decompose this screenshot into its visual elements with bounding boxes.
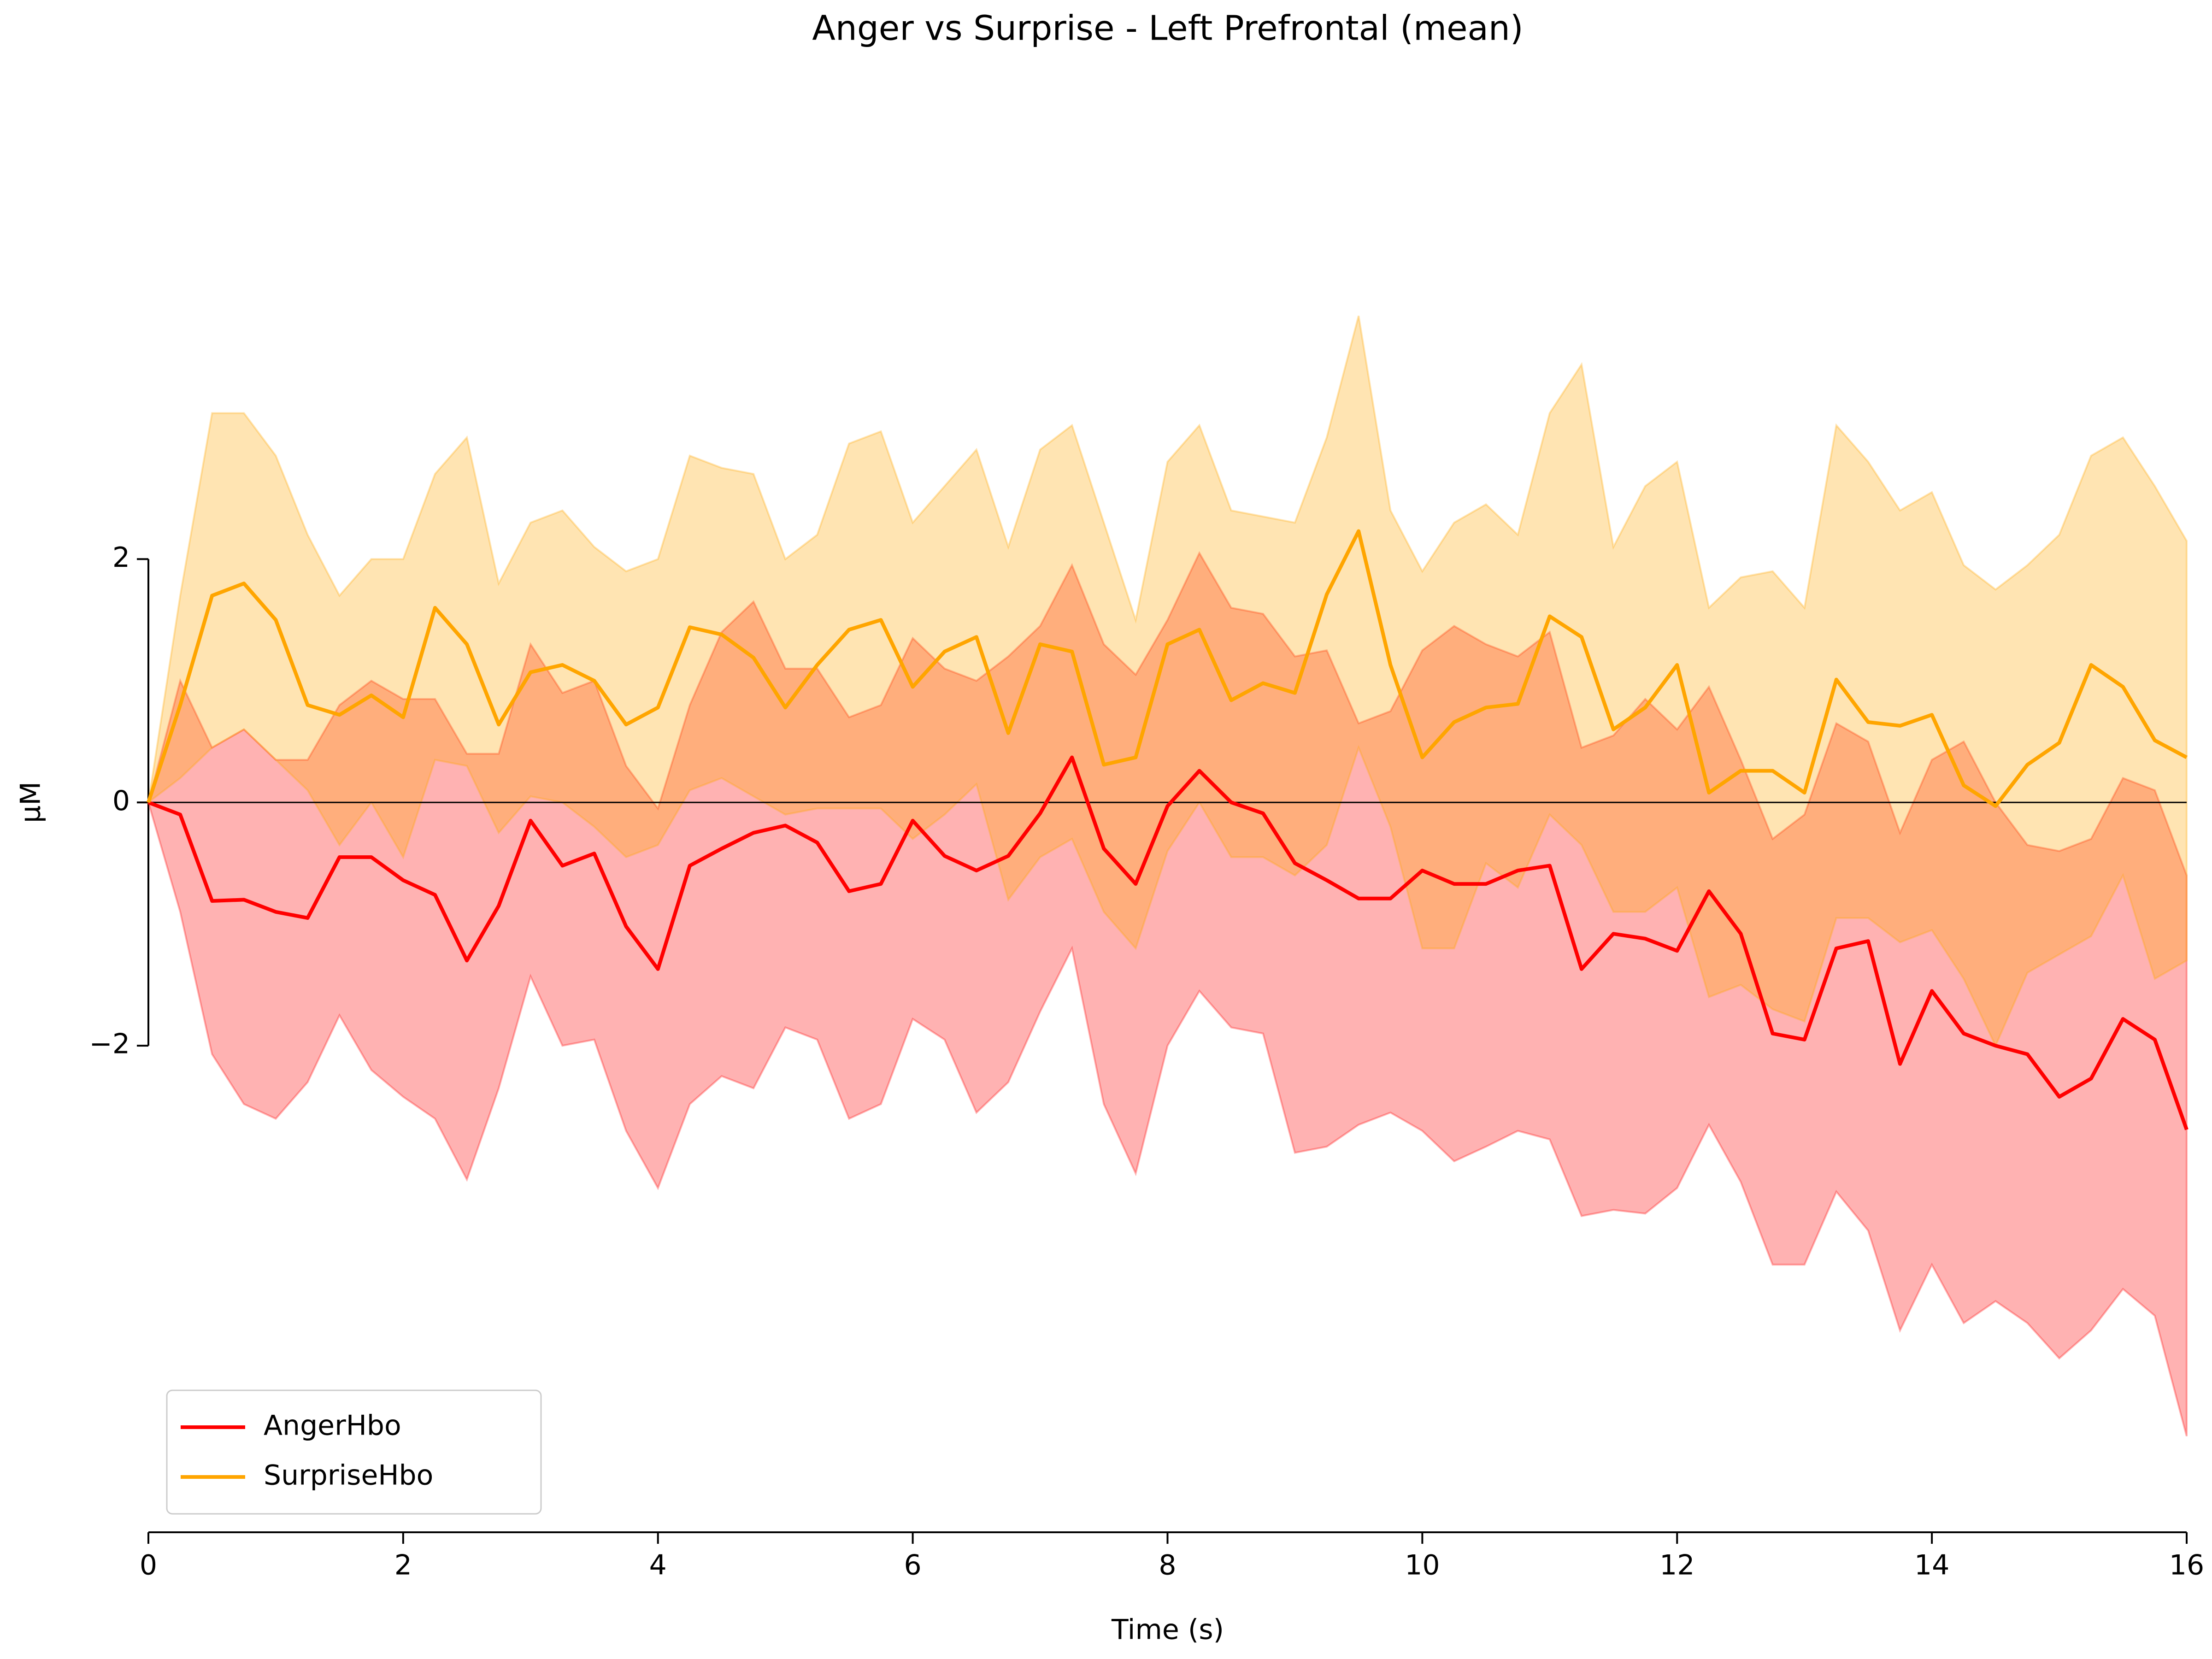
legend-label: SurpriseHbo bbox=[264, 1459, 433, 1492]
legend: AngerHbo SurpriseHbo bbox=[166, 1389, 542, 1515]
legend-box bbox=[166, 1389, 542, 1515]
x-axis-label: Time (s) bbox=[1111, 1614, 1224, 1646]
y-tick-label: −2 bbox=[89, 1028, 130, 1060]
confidence-band bbox=[147, 551, 2188, 1436]
y-tick-label: 2 bbox=[112, 541, 130, 574]
x-tick-label: 12 bbox=[1659, 1549, 1694, 1582]
y-axis-label: µM bbox=[15, 782, 47, 823]
x-tick-label: 0 bbox=[140, 1549, 157, 1582]
x-tick-label: 14 bbox=[1914, 1549, 1949, 1582]
x-tick-label: 2 bbox=[394, 1549, 412, 1582]
x-tick-label: 10 bbox=[1405, 1549, 1440, 1582]
confidence-band bbox=[147, 315, 2188, 1048]
series-line bbox=[147, 755, 2188, 1130]
x-tick-label: 6 bbox=[904, 1549, 922, 1582]
legend-label: AngerHbo bbox=[264, 1410, 401, 1442]
chart-title: Anger vs Surprise - Left Prefrontal (mea… bbox=[812, 9, 1523, 48]
y-tick-label: 0 bbox=[112, 785, 130, 817]
series-line bbox=[147, 529, 2188, 808]
x-tick-label: 16 bbox=[2169, 1549, 2204, 1582]
x-tick-label: 8 bbox=[1159, 1549, 1176, 1582]
x-tick-label: 4 bbox=[649, 1549, 667, 1582]
